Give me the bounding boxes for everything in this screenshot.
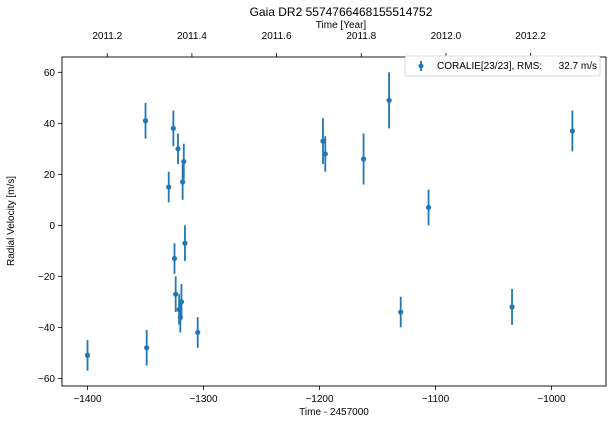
- x-tick-label: −1200: [305, 394, 334, 405]
- y-tick-label: 0: [49, 221, 55, 232]
- top-tick-label: 2011.4: [177, 31, 207, 42]
- chart-title: Gaia DR2 5574766468155514752: [250, 5, 433, 19]
- series-layer: [84, 72, 575, 371]
- data-point: [386, 97, 392, 103]
- legend-box: [404, 55, 601, 77]
- top-axis-label: Time [Year]: [316, 20, 367, 31]
- data-point: [425, 204, 432, 211]
- legend-series-name: CORALIE[23/23], RMS:: [437, 61, 542, 72]
- data-point: [195, 329, 201, 336]
- legend-rms-value: 32.7 m/s: [559, 61, 597, 72]
- tick-layer: −1400 −1300 −1200 −1100 −1000 −60 −40 −20 0 20 40 6…: [38, 31, 566, 405]
- data-point: [320, 138, 326, 144]
- data-point: [166, 184, 172, 190]
- x-tick-label: −1300: [189, 394, 218, 405]
- data-point: [182, 240, 188, 246]
- data-point: [322, 151, 328, 157]
- x-tick-label: −1000: [537, 394, 566, 405]
- y-tick-label: 20: [44, 170, 56, 181]
- data-point: [509, 304, 515, 310]
- data-point: [360, 156, 367, 162]
- x-tick-label: −1400: [73, 394, 102, 405]
- data-point: [170, 125, 176, 132]
- data-point: [173, 291, 179, 297]
- data-point: [171, 255, 178, 262]
- top-tick-label: 2011.8: [346, 31, 376, 42]
- data-point: [144, 345, 150, 351]
- plot-area: [61, 56, 607, 387]
- data-point: [181, 158, 187, 165]
- data-point: [569, 128, 575, 134]
- y-tick-label: 60: [44, 68, 56, 79]
- legend: CORALIE[23/23], RMS: 32.7 m/s: [404, 55, 601, 77]
- top-tick-label: 2011.2: [92, 31, 122, 42]
- x-axis-label: Time - 2457000: [299, 407, 369, 418]
- x-tick-label: −1100: [422, 394, 450, 405]
- top-tick-label: 2011.6: [262, 31, 292, 42]
- data-point: [142, 118, 149, 124]
- y-axis-label: Radial Velocity [m/s]: [6, 176, 17, 266]
- data-point: [178, 299, 185, 305]
- top-tick-label: 2012.2: [515, 31, 546, 42]
- legend-marker: [418, 63, 424, 69]
- y-tick-label: −20: [38, 272, 55, 283]
- y-tick-label: 40: [44, 119, 56, 130]
- data-point: [180, 179, 186, 185]
- data-point: [84, 352, 91, 358]
- y-tick-label: −60: [38, 374, 55, 385]
- y-tick-label: −40: [38, 323, 55, 334]
- data-point: [175, 146, 181, 152]
- top-tick-label: 2012.0: [431, 31, 462, 42]
- data-point: [398, 309, 404, 315]
